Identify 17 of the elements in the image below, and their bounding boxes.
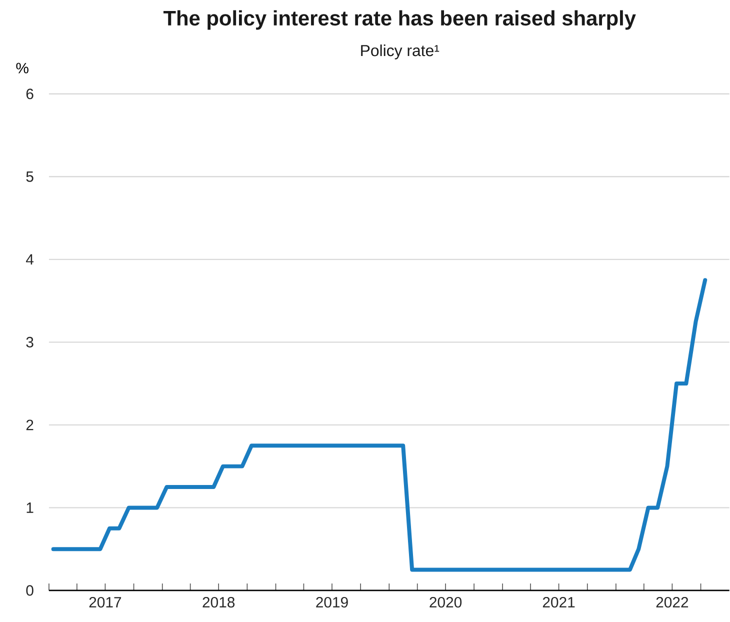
y-axis-title: % — [16, 62, 28, 74]
x-tick-label: 2020 — [430, 596, 462, 608]
chart-title: The policy interest rate has been raised sharply — [163, 10, 636, 30]
y-tick-label: 2 — [26, 420, 34, 430]
y-tick-label: 3 — [26, 336, 34, 348]
x-tick-label: 2017 — [89, 596, 122, 608]
chart-subtitle: Policy rate¹ — [361, 44, 440, 60]
y-tick-label: 5 — [26, 171, 34, 182]
y-tick-label: 0 — [26, 584, 34, 596]
x-tick-label: 2019 — [316, 596, 348, 608]
y-tick-label: 6 — [26, 88, 34, 99]
x-tick-label: 2018 — [202, 596, 235, 608]
x-tick-label: 2021 — [542, 596, 575, 608]
y-tick-label: 4 — [26, 254, 34, 264]
x-tick-label: 2022 — [656, 596, 688, 608]
line-series — [51, 278, 708, 572]
y-tick-label: 1 — [26, 502, 34, 513]
